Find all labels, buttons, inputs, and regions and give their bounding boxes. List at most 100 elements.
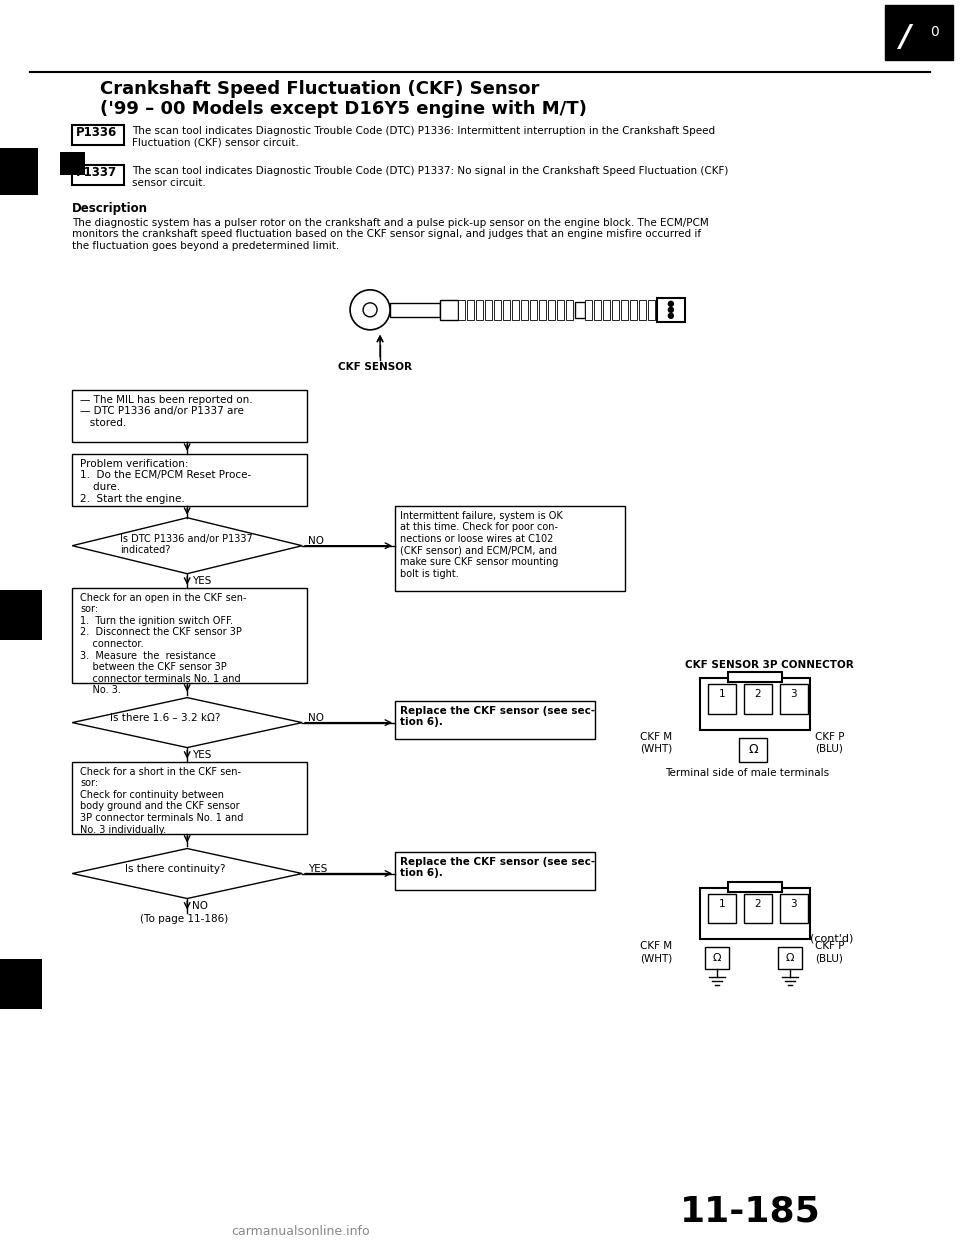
FancyBboxPatch shape bbox=[744, 683, 772, 714]
Text: Problem verification:
1.  Do the ECM/PCM Reset Proce-
    dure.
2.  Start the en: Problem verification: 1. Do the ECM/PCM … bbox=[81, 458, 252, 503]
Circle shape bbox=[668, 313, 673, 318]
Text: 3: 3 bbox=[790, 688, 797, 698]
FancyBboxPatch shape bbox=[648, 299, 655, 320]
Text: ('99 – 00 Models except D16Y5 engine with M/T): ('99 – 00 Models except D16Y5 engine wit… bbox=[100, 99, 588, 118]
Polygon shape bbox=[0, 960, 42, 1010]
Polygon shape bbox=[72, 848, 302, 898]
Text: (To page 11-186): (To page 11-186) bbox=[140, 914, 228, 924]
Text: CKF P
(BLU): CKF P (BLU) bbox=[815, 732, 844, 753]
FancyBboxPatch shape bbox=[639, 299, 646, 320]
Text: Ω: Ω bbox=[712, 954, 721, 964]
Text: CKF SENSOR: CKF SENSOR bbox=[338, 361, 412, 371]
FancyBboxPatch shape bbox=[780, 683, 807, 714]
Text: P1336: P1336 bbox=[76, 125, 117, 139]
FancyBboxPatch shape bbox=[494, 299, 501, 320]
FancyBboxPatch shape bbox=[467, 299, 474, 320]
Text: YES: YES bbox=[308, 863, 327, 873]
Text: CKF M
(WHT): CKF M (WHT) bbox=[640, 941, 672, 963]
FancyBboxPatch shape bbox=[548, 299, 555, 320]
Text: Replace the CKF sensor (see sec-
tion 6).: Replace the CKF sensor (see sec- tion 6)… bbox=[400, 857, 595, 878]
Text: 0: 0 bbox=[929, 25, 939, 39]
FancyBboxPatch shape bbox=[744, 893, 772, 924]
FancyBboxPatch shape bbox=[512, 299, 519, 320]
Text: 3: 3 bbox=[790, 898, 797, 908]
Text: Intermittent failure, system is OK
at this time. Check for poor con-
nections or: Intermittent failure, system is OK at th… bbox=[400, 510, 563, 579]
Text: CKF M
(WHT): CKF M (WHT) bbox=[640, 732, 672, 753]
Text: CKF SENSOR 3P CONNECTOR: CKF SENSOR 3P CONNECTOR bbox=[684, 660, 853, 669]
FancyBboxPatch shape bbox=[612, 299, 619, 320]
Text: YES: YES bbox=[192, 576, 211, 586]
FancyBboxPatch shape bbox=[72, 587, 307, 683]
FancyBboxPatch shape bbox=[708, 683, 736, 714]
Text: The scan tool indicates Diagnostic Trouble Code (DTC) P1336: Intermittent interr: The scan tool indicates Diagnostic Troub… bbox=[132, 125, 715, 148]
Text: Description: Description bbox=[72, 202, 148, 215]
Text: — The MIL has been reported on.
— DTC P1336 and/or P1337 are
   stored.: — The MIL has been reported on. — DTC P1… bbox=[81, 395, 252, 428]
Circle shape bbox=[350, 289, 390, 330]
Circle shape bbox=[668, 307, 673, 312]
Text: Is there 1.6 – 3.2 kΩ?: Is there 1.6 – 3.2 kΩ? bbox=[110, 713, 221, 723]
FancyBboxPatch shape bbox=[708, 893, 736, 924]
Text: YES: YES bbox=[192, 750, 211, 760]
Text: The scan tool indicates Diagnostic Trouble Code (DTC) P1337: No signal in the Cr: The scan tool indicates Diagnostic Troub… bbox=[132, 166, 729, 188]
FancyBboxPatch shape bbox=[476, 299, 483, 320]
FancyBboxPatch shape bbox=[396, 700, 595, 739]
Polygon shape bbox=[72, 518, 302, 574]
FancyBboxPatch shape bbox=[530, 299, 537, 320]
FancyBboxPatch shape bbox=[885, 5, 952, 60]
Text: Replace the CKF sensor (see sec-
tion 6).: Replace the CKF sensor (see sec- tion 6)… bbox=[400, 705, 595, 728]
FancyBboxPatch shape bbox=[575, 302, 585, 318]
FancyBboxPatch shape bbox=[396, 852, 595, 889]
FancyBboxPatch shape bbox=[503, 299, 510, 320]
Text: Check for a short in the CKF sen-
sor:
Check for continuity between
body ground : Check for a short in the CKF sen- sor: C… bbox=[81, 766, 244, 835]
FancyBboxPatch shape bbox=[705, 948, 729, 970]
FancyBboxPatch shape bbox=[72, 165, 124, 185]
Text: (cont'd): (cont'd) bbox=[810, 934, 853, 944]
FancyBboxPatch shape bbox=[728, 672, 781, 682]
Text: Check for an open in the CKF sen-
sor:
1.  Turn the ignition switch OFF.
2.  Dis: Check for an open in the CKF sen- sor: 1… bbox=[81, 592, 247, 696]
FancyBboxPatch shape bbox=[621, 299, 628, 320]
Text: 11-185: 11-185 bbox=[680, 1195, 821, 1228]
FancyBboxPatch shape bbox=[603, 299, 610, 320]
FancyBboxPatch shape bbox=[521, 299, 528, 320]
FancyBboxPatch shape bbox=[390, 303, 440, 317]
Text: Ω: Ω bbox=[748, 743, 757, 756]
FancyBboxPatch shape bbox=[594, 299, 601, 320]
Polygon shape bbox=[72, 698, 302, 748]
FancyBboxPatch shape bbox=[72, 125, 124, 145]
Text: Ω: Ω bbox=[785, 954, 794, 964]
FancyBboxPatch shape bbox=[728, 882, 781, 892]
Circle shape bbox=[668, 302, 673, 307]
FancyBboxPatch shape bbox=[778, 948, 802, 970]
Text: P1337: P1337 bbox=[76, 166, 117, 179]
FancyBboxPatch shape bbox=[440, 299, 458, 320]
FancyBboxPatch shape bbox=[458, 299, 465, 320]
Text: Is there continuity?: Is there continuity? bbox=[125, 863, 226, 873]
FancyBboxPatch shape bbox=[72, 453, 307, 505]
Text: The diagnostic system has a pulser rotor on the crankshaft and a pulse pick-up s: The diagnostic system has a pulser rotor… bbox=[72, 217, 709, 251]
Circle shape bbox=[363, 303, 377, 317]
FancyBboxPatch shape bbox=[739, 738, 767, 761]
Text: Is DTC P1336 and/or P1337
indicated?: Is DTC P1336 and/or P1337 indicated? bbox=[120, 534, 252, 555]
FancyBboxPatch shape bbox=[566, 299, 573, 320]
FancyBboxPatch shape bbox=[72, 390, 307, 442]
Polygon shape bbox=[60, 152, 85, 175]
Text: /: / bbox=[900, 24, 911, 52]
Text: 2: 2 bbox=[755, 688, 761, 698]
FancyBboxPatch shape bbox=[780, 893, 807, 924]
FancyBboxPatch shape bbox=[630, 299, 636, 320]
Text: NO: NO bbox=[192, 900, 208, 910]
Text: CKF P
(BLU): CKF P (BLU) bbox=[815, 941, 844, 963]
FancyBboxPatch shape bbox=[585, 299, 592, 320]
Text: 1: 1 bbox=[718, 898, 725, 908]
Polygon shape bbox=[0, 590, 42, 640]
FancyBboxPatch shape bbox=[396, 505, 625, 591]
FancyBboxPatch shape bbox=[700, 888, 810, 939]
Text: carmanualsonline.info: carmanualsonline.info bbox=[230, 1226, 370, 1238]
Text: 1: 1 bbox=[718, 688, 725, 698]
Text: 2: 2 bbox=[755, 898, 761, 908]
FancyBboxPatch shape bbox=[657, 298, 684, 322]
FancyBboxPatch shape bbox=[557, 299, 564, 320]
Text: Terminal side of male terminals: Terminal side of male terminals bbox=[665, 768, 829, 777]
FancyBboxPatch shape bbox=[485, 299, 492, 320]
Text: Crankshaft Speed Fluctuation (CKF) Sensor: Crankshaft Speed Fluctuation (CKF) Senso… bbox=[100, 79, 540, 98]
